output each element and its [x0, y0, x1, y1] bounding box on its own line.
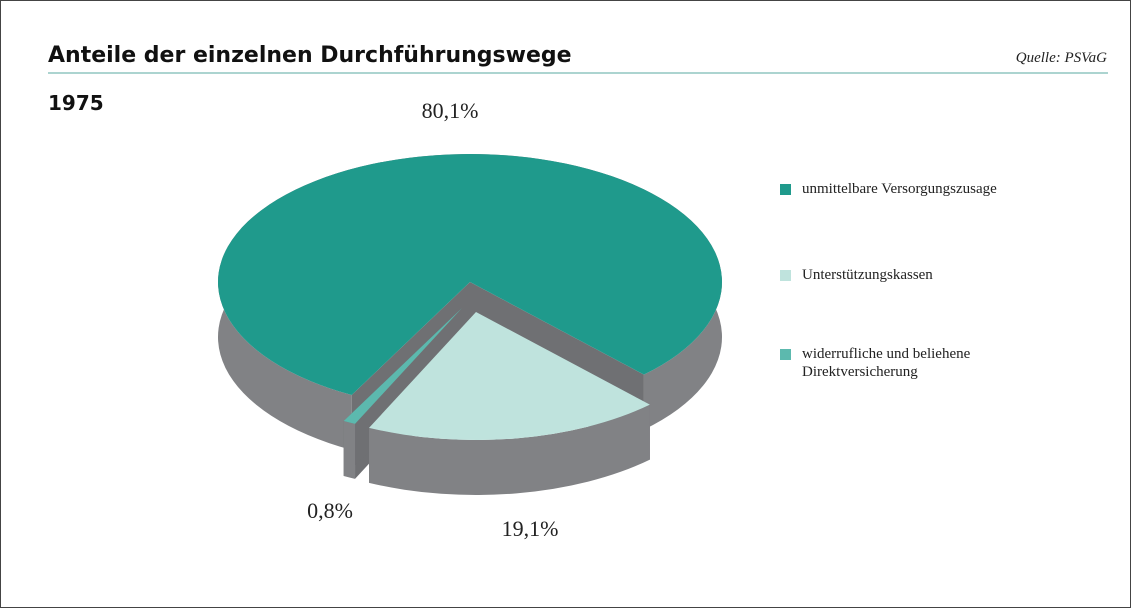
slice-side [369, 404, 650, 496]
legend-label: Unterstützungskassen [802, 267, 933, 283]
slice [343, 308, 462, 424]
slice [369, 312, 650, 440]
slice-side [343, 421, 356, 479]
value-label: 80,1% [422, 98, 479, 123]
legend-label: widerrufliche und beliehene Direktversic… [802, 346, 971, 380]
chart-subtitle: 1975 [48, 91, 104, 115]
chart-title: Anteile der einzelnen Durchführungswege [48, 43, 572, 68]
legend-swatch [780, 349, 791, 360]
legend-swatch [780, 184, 791, 195]
slice [218, 154, 723, 396]
legend-item: unmittelbare Versorgungszusage [780, 180, 1042, 198]
legend-item: widerrufliche und beliehene Direktversic… [780, 345, 1042, 381]
legend-item: Unterstützungskassen [780, 266, 1042, 284]
value-label: 19,1% [502, 516, 559, 541]
pie [218, 154, 723, 496]
legend-swatch [780, 270, 791, 281]
source: Quelle: PSVaG [1016, 50, 1107, 66]
value-label: 0,8% [307, 498, 353, 523]
legend-label: unmittelbare Versorgungszusage [802, 181, 997, 197]
